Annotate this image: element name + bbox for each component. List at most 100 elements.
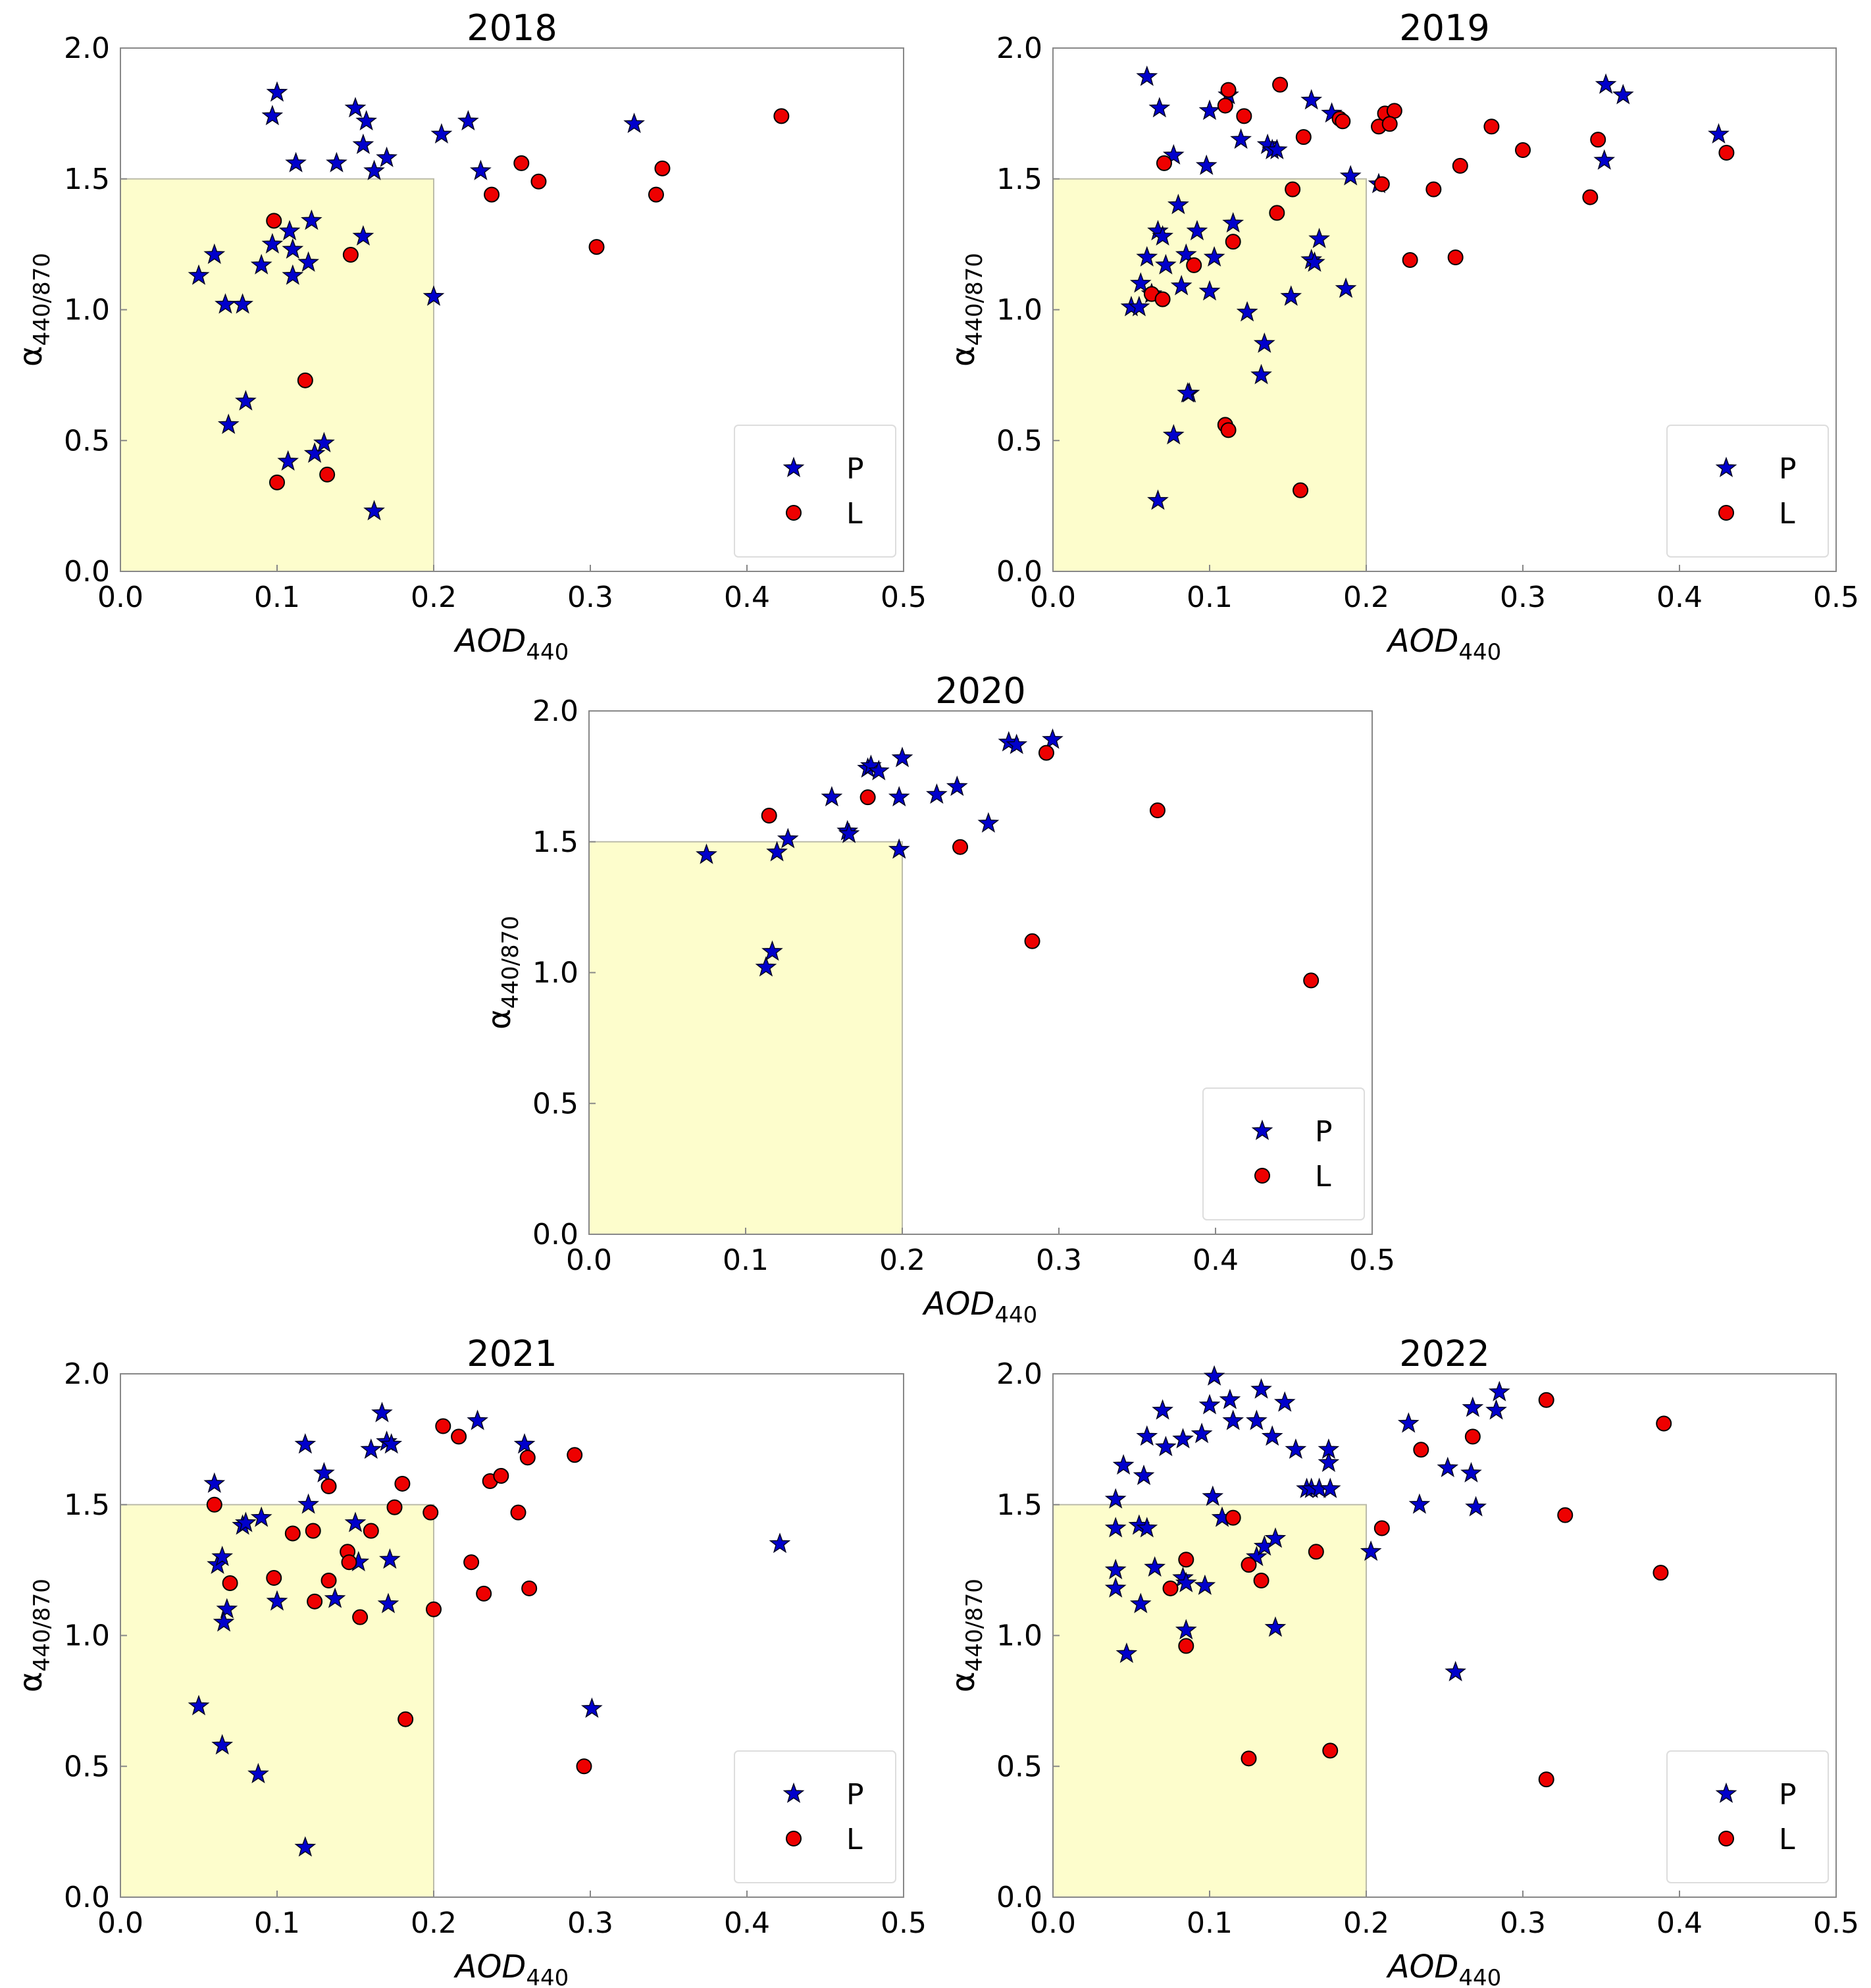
legend-marker-P: [782, 456, 805, 477]
x-axis-label-sub: 440: [526, 1965, 569, 1988]
data-point-P: [1104, 1577, 1127, 1598]
x-tick-label: 0.2: [411, 581, 457, 614]
data-point-P: [1360, 1540, 1382, 1561]
data-point-L: [1220, 82, 1237, 98]
y-tick-label: 0.0: [64, 1881, 110, 1914]
data-point-P: [355, 110, 377, 131]
x-axis-label-sub: 440: [1458, 639, 1501, 666]
legend-box: [1202, 1087, 1365, 1220]
data-point-L: [1217, 97, 1233, 114]
data-point-L: [1285, 181, 1301, 197]
data-point-P: [344, 97, 367, 118]
data-point-P: [1219, 1388, 1241, 1409]
x-axis-label: AOD440: [922, 1286, 1037, 1328]
x-tick-label: 0.0: [1030, 1906, 1076, 1940]
data-point-P: [513, 1433, 536, 1454]
data-point-P: [344, 1511, 367, 1532]
legend-label-L: L: [846, 497, 863, 531]
y-axis-label-sub: 440/870: [961, 253, 988, 346]
legend: PL: [734, 425, 896, 558]
data-point-P: [1273, 1391, 1296, 1412]
data-point-P: [285, 151, 307, 172]
data-point-P: [363, 500, 385, 521]
data-point-P: [1465, 1496, 1487, 1517]
data-point-P: [213, 1611, 235, 1632]
legend-marker-P: [1251, 1119, 1273, 1140]
data-point-L: [266, 213, 282, 229]
data-point-P: [1152, 224, 1173, 246]
data-point-L: [435, 1418, 451, 1434]
x-tick-label: 0.1: [254, 1906, 300, 1940]
series-P: [1104, 1365, 1510, 1682]
legend-label-P: P: [1315, 1115, 1333, 1149]
y-tick-label: 1.0: [996, 1619, 1042, 1653]
data-point-P: [696, 843, 717, 864]
data-point-P: [1136, 65, 1158, 86]
data-point-P: [1129, 1592, 1152, 1613]
legend-marker-L: [786, 1831, 802, 1846]
x-tick-label: 0.4: [724, 581, 770, 614]
data-point-P: [891, 746, 913, 768]
data-point-P: [623, 113, 645, 134]
y-axis-label-sub: 440/870: [961, 1579, 988, 1671]
x-tick-label: 0.4: [1656, 581, 1703, 614]
data-point-L: [1515, 142, 1531, 159]
x-tick-label: 0.0: [1030, 581, 1076, 614]
data-point-P: [1198, 1394, 1221, 1415]
data-point-L: [206, 1496, 222, 1513]
threshold-region: [120, 1504, 434, 1898]
data-point-P: [769, 1532, 791, 1554]
x-tick-label: 0.0: [566, 1243, 612, 1277]
data-point-L: [1582, 189, 1599, 205]
y-tick-label: 0.5: [996, 1750, 1042, 1783]
panel-2018: 0.0 0.1 0.2 0.3 0.4 0.5 0.0 0.5 1.0 1.5 2.0 2018 AOD…: [13, 7, 927, 666]
x-tick-label: 0.1: [723, 1243, 769, 1277]
data-point-L: [341, 1554, 357, 1571]
data-point-P: [203, 243, 226, 264]
x-tick-label: 0.1: [1187, 581, 1233, 614]
data-point-L: [567, 1447, 583, 1463]
data-point-L: [394, 1475, 411, 1492]
data-point-L: [397, 1711, 414, 1727]
y-tick-label: 2.0: [996, 32, 1042, 65]
y-tick-label: 1.0: [996, 294, 1042, 327]
data-point-L: [222, 1575, 238, 1591]
chart-title: 2020: [935, 670, 1025, 712]
y-axis-label: α440/870: [945, 1579, 988, 1692]
data-point-P: [1152, 1399, 1173, 1420]
data-point-P: [1266, 138, 1288, 159]
legend: PL: [1666, 1750, 1829, 1883]
data-point-P: [1612, 84, 1634, 105]
legend-box: [1666, 1750, 1829, 1883]
data-point-L: [576, 1758, 592, 1775]
data-point-L: [1381, 116, 1398, 132]
data-point-P: [1339, 165, 1362, 186]
data-point-L: [761, 808, 777, 824]
data-point-P: [188, 264, 210, 285]
data-point-P: [294, 1836, 317, 1857]
data-point-P: [1253, 332, 1275, 353]
data-point-L: [648, 186, 664, 203]
data-point-P: [1250, 1378, 1272, 1399]
y-axis-label-sub: 440/870: [29, 253, 55, 346]
legend-marker-P: [1715, 1782, 1737, 1803]
data-point-L: [1154, 291, 1171, 307]
y-tick-label: 2.0: [996, 1357, 1042, 1391]
data-point-P: [1246, 1409, 1268, 1430]
data-point-P: [755, 956, 777, 977]
y-tick-label: 1.5: [532, 825, 578, 859]
data-point-L: [1225, 1509, 1241, 1526]
data-point-P: [1104, 1488, 1127, 1509]
x-tick-label: 0.0: [97, 581, 143, 614]
data-point-P: [232, 293, 253, 314]
y-tick-label: 0.0: [996, 555, 1042, 589]
chart-title: 2021: [467, 1333, 557, 1374]
legend-label-P: P: [846, 1778, 864, 1812]
y-axis-label-sub: 440/870: [29, 1579, 55, 1671]
data-point-L: [342, 247, 359, 263]
x-axis-label: AOD440: [1386, 623, 1501, 666]
series-L: [1162, 1392, 1672, 1788]
legend-label-L: L: [1779, 1823, 1795, 1856]
series-P: [188, 81, 645, 521]
data-point-L: [307, 1593, 323, 1609]
